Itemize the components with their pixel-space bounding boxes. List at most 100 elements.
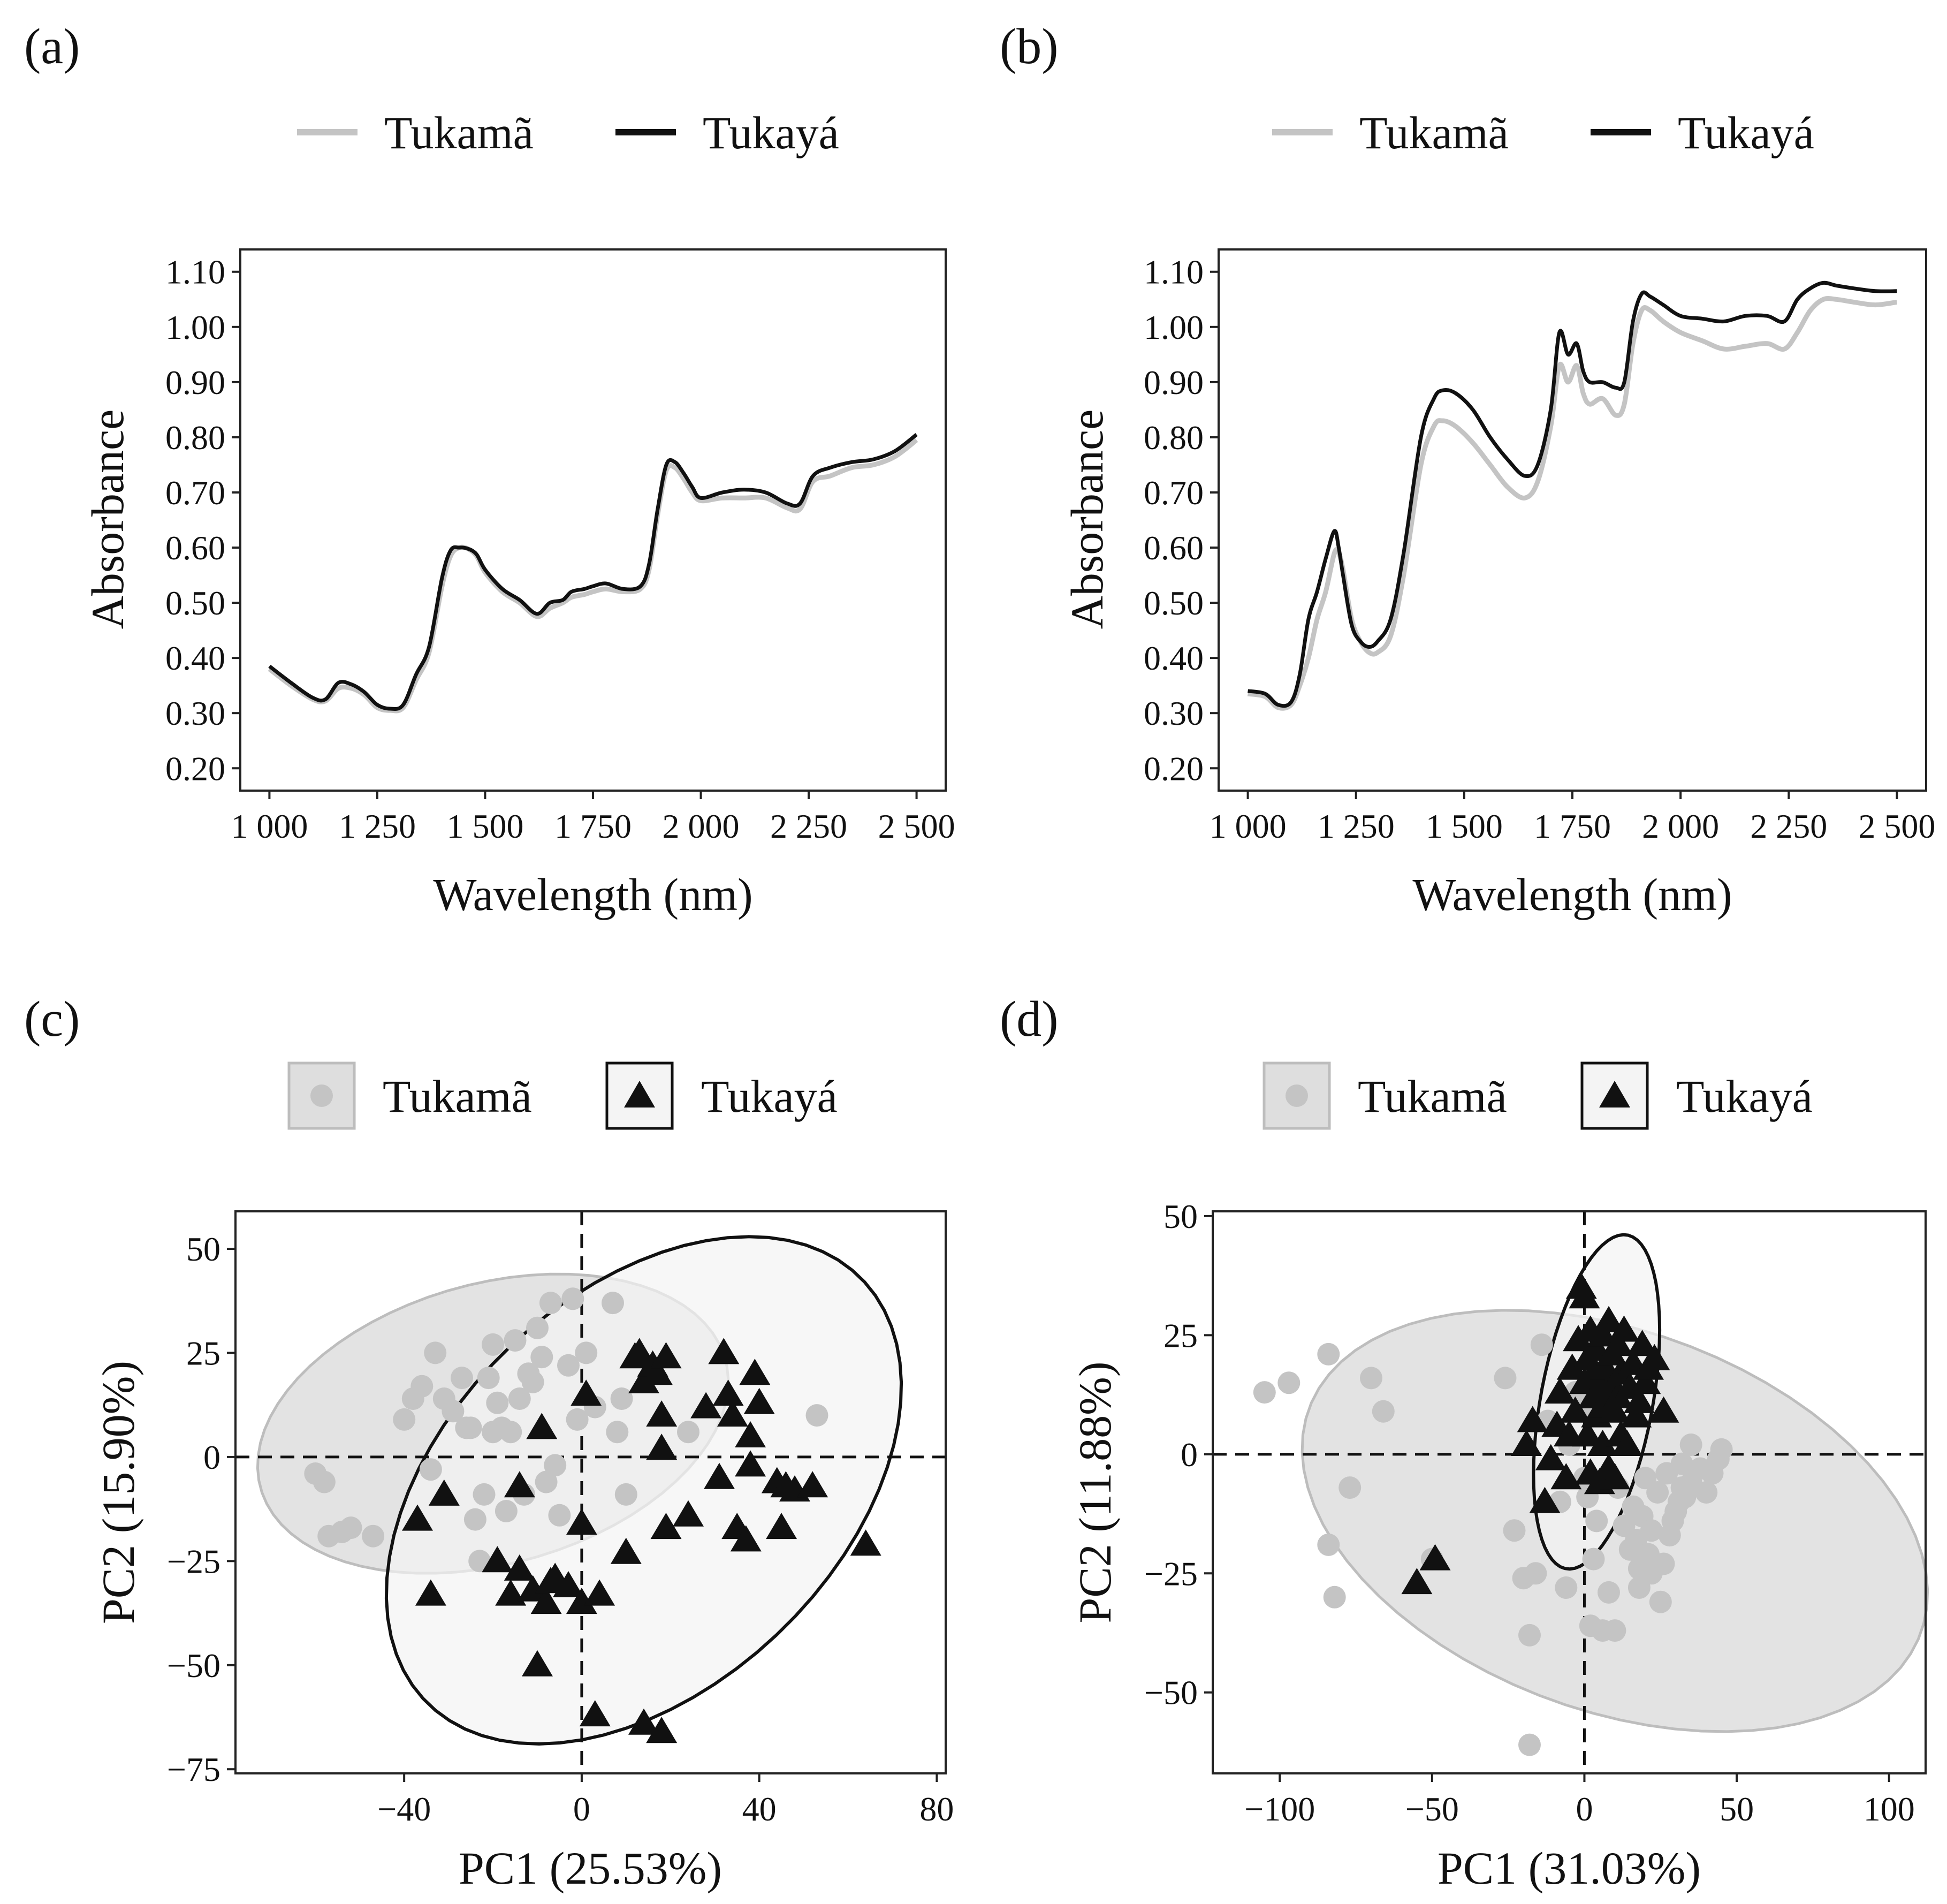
point-tukama-d xyxy=(1640,1519,1663,1542)
point-tukaya-c xyxy=(708,1338,740,1364)
point-tukama-c xyxy=(677,1421,699,1444)
point-tukama-c xyxy=(442,1400,465,1423)
y-tick-label-a: 0.60 xyxy=(165,529,225,567)
point-tukaya-d xyxy=(1599,1463,1631,1490)
y-axis-title-c: PC2 (15.90%) xyxy=(93,1361,144,1624)
series-line-tukama-a xyxy=(268,438,918,714)
x-tick-label-b: 1 500 xyxy=(1426,807,1503,845)
point-tukaya-c xyxy=(628,1367,659,1393)
y-tick-label-b: 0.30 xyxy=(1144,694,1204,732)
y-tick-label-a: 0.90 xyxy=(165,363,225,401)
point-tukama-c xyxy=(486,1391,509,1414)
x-axis-title-a: Wavelength (nm) xyxy=(433,869,752,920)
panel-a: (a) Tukamã Tukayá 1 000 1 250 1 500 1 750 2 … xyxy=(24,19,955,920)
x-tick-label-b: 1 000 xyxy=(1210,807,1287,845)
y-tick-label-b: 0.50 xyxy=(1144,584,1204,622)
point-tukama-c xyxy=(539,1292,562,1315)
point-tukama-c xyxy=(544,1454,567,1477)
legend-d-tukaya-label: Tukayá xyxy=(1676,1071,1813,1122)
plot-d-ticks: −100 −50 0 50 100 −50 −25 0 25 50 xyxy=(1144,1197,1915,1828)
point-tukaya-d xyxy=(1626,1330,1658,1356)
panel-d: (d) Tukamã Tukayá −100 −50 0 50 100 −50 −25 0 25… xyxy=(1000,991,1929,1894)
point-tukama-d xyxy=(1695,1481,1718,1504)
point-tukaya-d xyxy=(1401,1568,1433,1595)
point-tukama-c xyxy=(521,1370,544,1393)
point-tukaya-c xyxy=(566,1508,597,1535)
y-tick-label-c: −25 xyxy=(167,1542,220,1580)
point-tukama-c xyxy=(473,1483,496,1506)
point-tukama-c xyxy=(526,1316,549,1339)
y-tick-label-d: −50 xyxy=(1144,1674,1198,1712)
point-tukama-d xyxy=(1670,1452,1693,1475)
point-tukama-c xyxy=(548,1504,571,1527)
point-tukaya-d xyxy=(1419,1544,1451,1571)
y-tick-label-c: 50 xyxy=(186,1230,220,1268)
panel-c-label: (c) xyxy=(24,991,80,1047)
point-tukama-c xyxy=(602,1292,624,1315)
point-tukaya-c xyxy=(766,1513,797,1539)
point-tukama-d xyxy=(1317,1533,1340,1556)
point-tukaya-c xyxy=(610,1537,642,1564)
x-tick-label-a: 2 500 xyxy=(878,807,955,845)
point-tukaya-c xyxy=(650,1342,682,1369)
point-tukama-d xyxy=(1503,1519,1526,1542)
panel-c: (c) Tukamã Tukayá −40 0 40 80 −75 −50 −25 0 25 50… xyxy=(24,991,954,1894)
point-tukaya-c xyxy=(646,1433,678,1460)
point-tukaya-d xyxy=(1599,1396,1631,1423)
x-axis-title-b: Wavelength (nm) xyxy=(1412,869,1732,920)
point-tukama-d xyxy=(1585,1509,1608,1533)
point-tukama-d xyxy=(1524,1562,1547,1585)
x-tick-label-c: 40 xyxy=(742,1790,777,1828)
x-tick-label-d: 100 xyxy=(1864,1790,1915,1828)
point-tukama-c xyxy=(805,1404,828,1427)
point-tukama-c xyxy=(504,1329,527,1352)
point-tukaya-c xyxy=(717,1400,748,1427)
y-axis-title-a: Absorbance xyxy=(82,409,133,629)
panel-b-plot: 1 000 1 250 1 500 1 750 2 000 2 250 2 500 0.20 0… xyxy=(1144,248,1935,845)
point-tukaya-c xyxy=(743,1387,775,1414)
point-tukaya-c xyxy=(566,1588,597,1614)
y-tick-label-a: 0.20 xyxy=(165,749,225,787)
point-tukaya-c xyxy=(579,1700,611,1727)
point-tukama-c xyxy=(530,1346,553,1369)
series-line-tukama-b xyxy=(1247,296,1898,711)
y-tick-label-a: 0.70 xyxy=(165,474,225,512)
plot-b-ticks: 1 000 1 250 1 500 1 750 2 000 2 250 2 500 0.20 0… xyxy=(1144,253,1935,845)
point-tukaya-c xyxy=(623,1338,655,1364)
point-tukama-d xyxy=(1603,1619,1626,1642)
point-tukama-c xyxy=(313,1470,336,1493)
point-tukama-c xyxy=(463,1508,486,1531)
plot-c-ticks: −40 0 40 80 −75 −50 −25 0 25 50 xyxy=(167,1230,954,1828)
y-tick-label-b: 0.60 xyxy=(1144,529,1204,567)
panel-d-plot: −100 −50 0 50 100 −50 −25 0 25 50 xyxy=(1144,1197,1929,1828)
point-tukaya-c xyxy=(850,1529,881,1556)
point-tukaya-c xyxy=(517,1575,549,1602)
point-tukaya-c xyxy=(704,1462,735,1489)
point-tukaya-c xyxy=(526,1413,558,1439)
point-tukama-c xyxy=(459,1416,482,1439)
point-tukaya-d xyxy=(1544,1377,1576,1404)
y-tick-label-d: 0 xyxy=(1181,1436,1198,1474)
plot-d-frame xyxy=(1212,1210,1927,1774)
point-tukaya-d xyxy=(1608,1315,1640,1342)
point-tukama-c xyxy=(614,1483,637,1506)
point-tukaya-d xyxy=(1556,1353,1588,1380)
y-tick-label-a: 0.30 xyxy=(165,694,225,732)
point-tukaya-d xyxy=(1593,1306,1624,1332)
y-tick-label-b: 1.10 xyxy=(1144,253,1204,291)
point-tukaya-d xyxy=(1560,1396,1591,1423)
series-line-tukaya-a xyxy=(268,433,918,711)
point-tukama-c xyxy=(499,1421,522,1444)
point-tukaya-c xyxy=(584,1579,615,1606)
y-tick-label-c: 25 xyxy=(186,1334,220,1372)
point-tukama-d xyxy=(1360,1367,1382,1390)
point-tukaya-d xyxy=(1648,1396,1679,1423)
point-tukaya-d xyxy=(1569,1282,1600,1309)
point-tukama-d xyxy=(1679,1433,1702,1456)
y-axis-title-d: PC2 (11.88%) xyxy=(1069,1362,1121,1624)
x-tick-label-a: 2 250 xyxy=(770,807,847,845)
x-axis-title-c: PC1 (25.53%) xyxy=(459,1842,722,1894)
point-tukaya-c xyxy=(646,1400,678,1427)
panel-d-label: (d) xyxy=(1000,991,1059,1047)
